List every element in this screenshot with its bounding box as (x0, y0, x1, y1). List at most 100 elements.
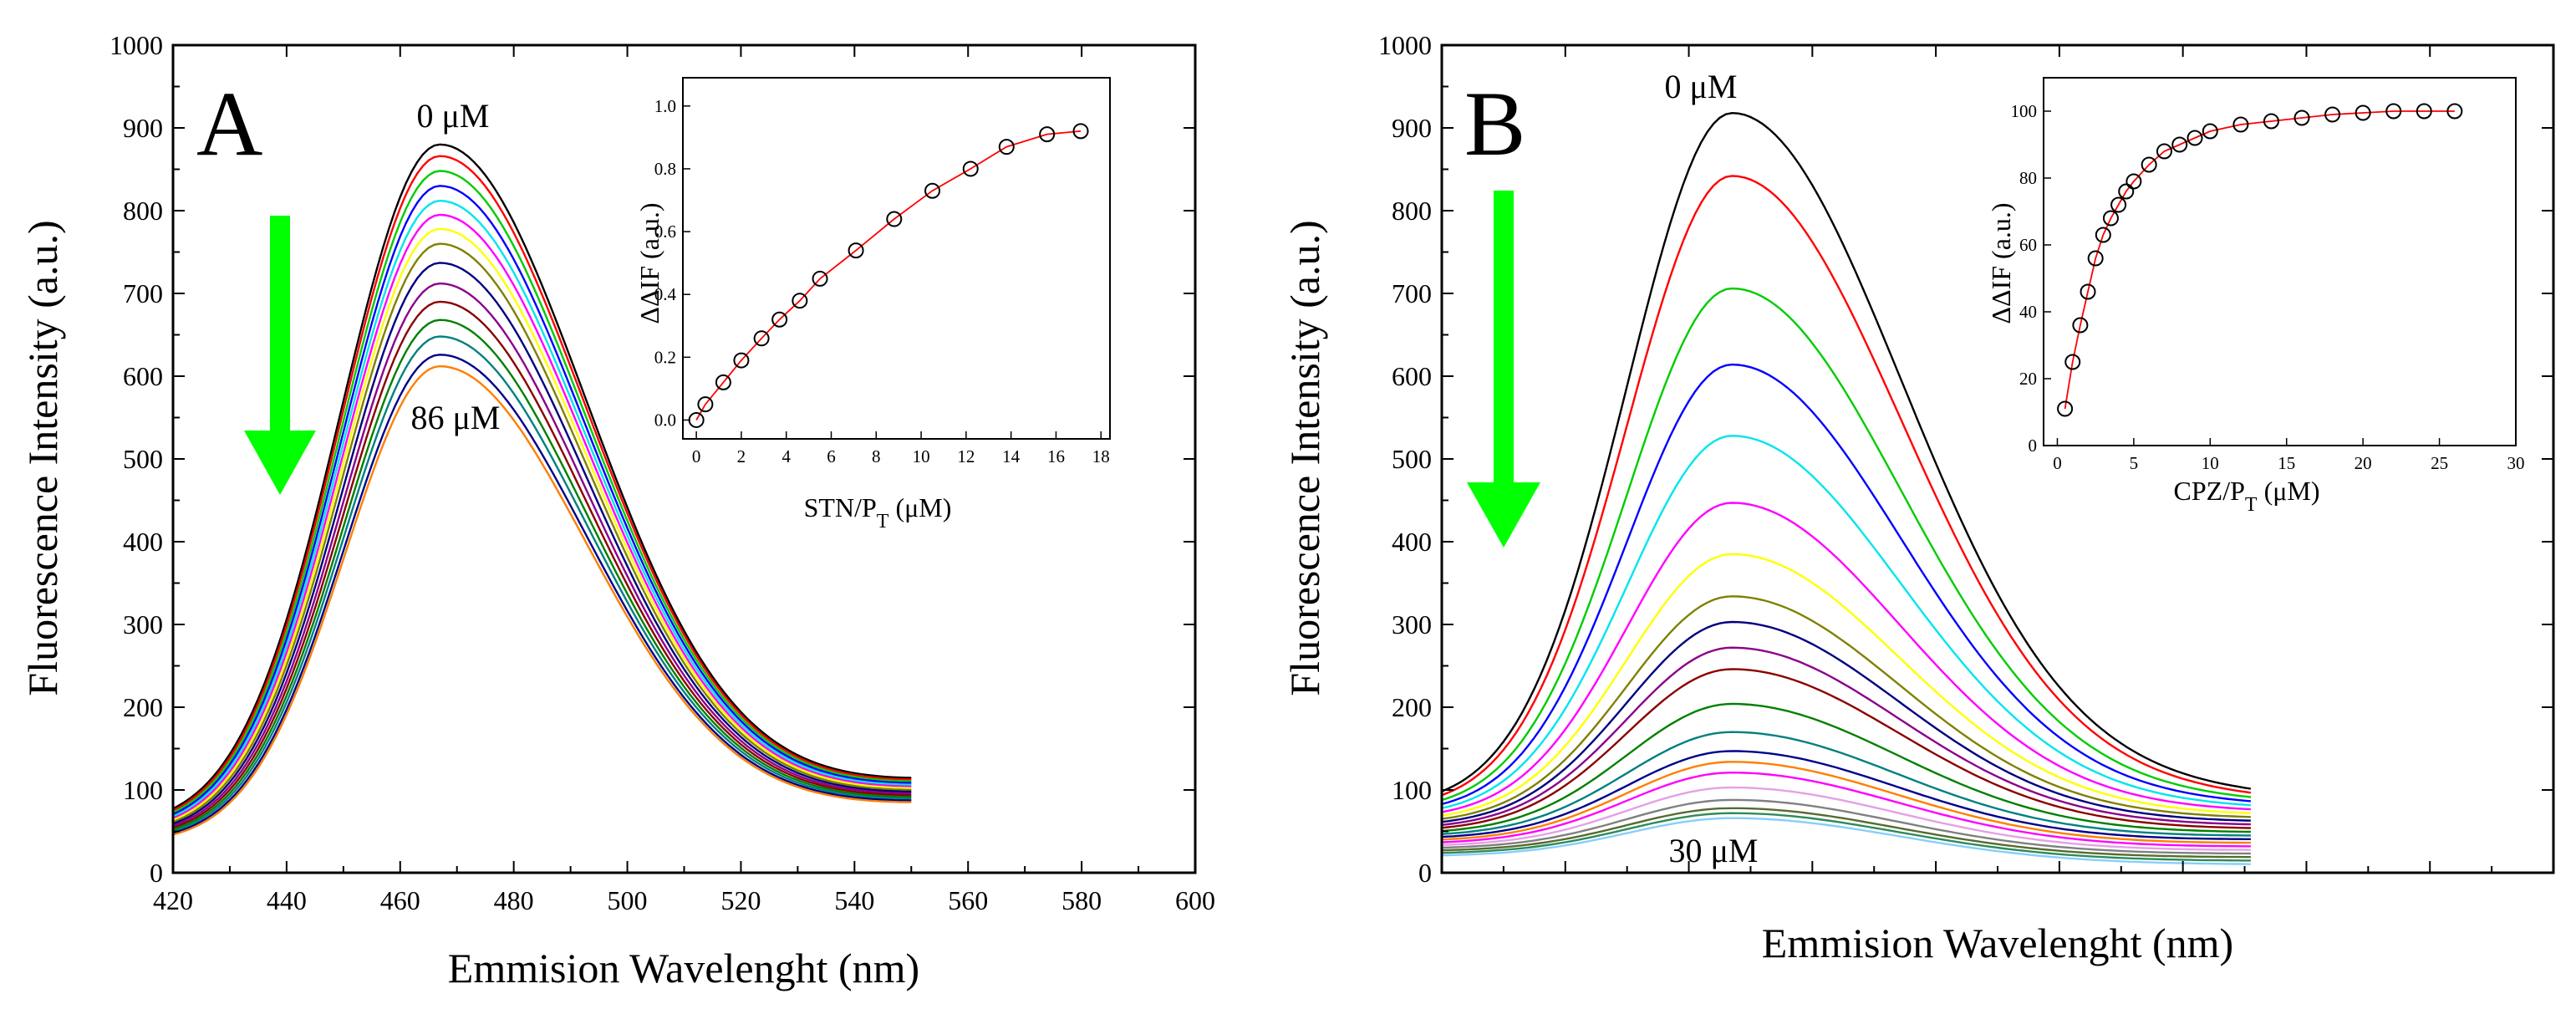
panel-a-inset-y-tick-label: 0.0 (654, 410, 676, 430)
panel-b-y-tick-label: 700 (1392, 278, 1432, 308)
panel-a-x-tick-label: 420 (153, 885, 193, 915)
panel-a-inset-x-tick-label: 12 (957, 446, 975, 466)
panel-b-y-tick-label: 500 (1392, 444, 1432, 474)
panel-b-inset-point (2446, 103, 2463, 120)
panel-a-series-line (172, 364, 912, 836)
panel-b-inset-point (2263, 113, 2279, 130)
panel-b-y-tick-label: 800 (1392, 196, 1432, 226)
panel-b-inset-point (2087, 250, 2104, 267)
panel-a-inset-y-ticks: 0.0 0.2 0.4 0.6 0.8 1.0 (654, 96, 690, 430)
panel-b-bottom-annotation: 30 μM (1668, 832, 1758, 869)
panel-a-inset: 0 2 4 6 8 10 12 14 16 18 0.0 0.2 0.4 0.6 0.8 1.0 STN/P… (634, 77, 1111, 533)
panel-a-series-line (172, 262, 912, 825)
panel-b-series-line (1441, 702, 2251, 833)
panel-b-series-line (1441, 175, 2252, 797)
panel-a-x-ticks: 420 440 460 480 500 520 540 560 580 600 (153, 45, 1215, 915)
panel-b-inset-point (2057, 400, 2074, 417)
panel-b-series-line (1441, 595, 2251, 820)
panel-b-inset-x-tick-label: 0 (2053, 453, 2062, 473)
panel-a-top-annotation: 0 μM (416, 97, 489, 135)
panel-b-inset-point (2064, 354, 2081, 370)
panel-a-y-tick-label: 500 (123, 444, 163, 474)
panel-a-series-line (172, 354, 912, 834)
panel-b-y-tick-label: 400 (1392, 527, 1432, 557)
panel-b-y-tick-label: 600 (1392, 361, 1432, 391)
panel-b-series-line (1441, 620, 2251, 823)
panel-a-x-tick-label: 540 (834, 885, 874, 915)
panel-a-inset-y-tick-label: 0.4 (654, 284, 677, 304)
panel-b-series-line (1441, 798, 2251, 855)
panel-a-inset-y-tick-label: 0.2 (654, 347, 676, 367)
panel-b-series-line (1441, 771, 2251, 848)
panel-b-series-line (1441, 435, 2251, 809)
panel-b-y-tick-label: 100 (1392, 775, 1432, 805)
panel-b-series-line (1441, 750, 2251, 840)
panel-b-inset-x-tick-label: 5 (2130, 453, 2139, 473)
panel-b-inset-point (2080, 283, 2096, 300)
panel-a-down-arrow (244, 216, 316, 495)
panel-a-y-tick-label: 400 (123, 527, 163, 557)
panel-b-inset-point (2324, 106, 2341, 123)
panel-a-inset-x-tick-label: 16 (1047, 446, 1065, 466)
panel-a-y-tick-label: 700 (123, 278, 163, 308)
panel-a-inset-point (886, 211, 903, 227)
panel-b-series-line (1441, 812, 2251, 862)
panel-b-inset-point (2141, 156, 2157, 173)
panel-a-series-line (172, 335, 912, 833)
panel-b-inset-point (2416, 103, 2432, 120)
panel-b-x-ticks (1441, 45, 2554, 873)
panel-b-inset-point (2232, 116, 2249, 133)
panel-a-series-line (172, 155, 912, 812)
panel-a-bottom-annotation: 86 μM (410, 399, 500, 436)
panel-b-inset-points (2057, 103, 2463, 417)
panel-b-y-axis-label: Fluorescence Intensity (a.u.) (1281, 220, 1328, 696)
panel-b-inset-point (2118, 183, 2135, 200)
panel-a-inset-y-tick-label: 0.6 (654, 222, 676, 242)
panel-a-series-line (172, 318, 912, 831)
panel-a-inset-point (924, 182, 941, 199)
panel-a-x-tick-label: 440 (267, 885, 307, 915)
panel-a-inset-fit-line (695, 130, 1082, 420)
panel-b-inset-frame (2043, 77, 2517, 446)
panel-b-inset-fit (2064, 110, 2455, 410)
panel-a-y-axis-label: Fluorescence Intensity (a.u.) (19, 220, 66, 696)
panel-a-inset-point (962, 161, 979, 177)
panel-b-inset-x-tick-label: 10 (2202, 453, 2219, 473)
panel-a-series-line (172, 185, 912, 816)
panel-a-y-tick-label: 100 (123, 775, 163, 805)
panel-a-inset-x-label: STN/PT (μM) (804, 492, 952, 533)
panel-a-inset-points (688, 123, 1089, 428)
panel-b-down-arrow (1467, 191, 1540, 548)
panel-a-inset-point (1039, 126, 1056, 143)
panel-a-inset-y-tick-label: 1.0 (654, 96, 676, 116)
panel-a-y-tick-label: 1000 (109, 30, 163, 60)
panel-a-inset-y-tick-label: 0.8 (654, 159, 676, 179)
panel-b-inset-point (2072, 317, 2089, 334)
panel-b-inset-x-tick-label: 20 (2355, 453, 2372, 473)
panel-b-series-line (1441, 646, 2251, 826)
panel-a-y-tick-label: 900 (123, 113, 163, 143)
panel-a-inset-point (697, 396, 714, 413)
panel-b-series-line (1441, 553, 2251, 817)
panel-b-y-tick-label: 300 (1392, 609, 1432, 640)
panel-b-series-line (1441, 287, 2252, 802)
panel-a-inset-point (733, 352, 750, 369)
panel-a-inset-x-tick-label: 14 (1002, 446, 1021, 466)
panel-a-x-tick-label: 600 (1175, 885, 1215, 915)
panel-a-inset-point (848, 242, 864, 259)
panel-a-letter: A (196, 73, 262, 175)
panel-b-series-line (1441, 807, 2251, 859)
panel-a-inset-point (792, 293, 808, 309)
panel-a-x-tick-label: 520 (720, 885, 761, 915)
panel-a-x-tick-label: 460 (380, 885, 420, 915)
panel-b-series-line (1441, 502, 2251, 813)
panel-b-y-tick-label: 200 (1392, 692, 1432, 722)
panel-a-y-tick-label: 0 (150, 858, 163, 888)
panel-a-inset-point (812, 270, 828, 287)
panel-b-inset-fit-line (2064, 110, 2455, 410)
panel-b-inset-y-ticks: 0 20 40 60 80 100 (2011, 101, 2051, 456)
panel-a-inset-point (998, 139, 1015, 155)
panel-b-inset-point (2355, 104, 2371, 121)
